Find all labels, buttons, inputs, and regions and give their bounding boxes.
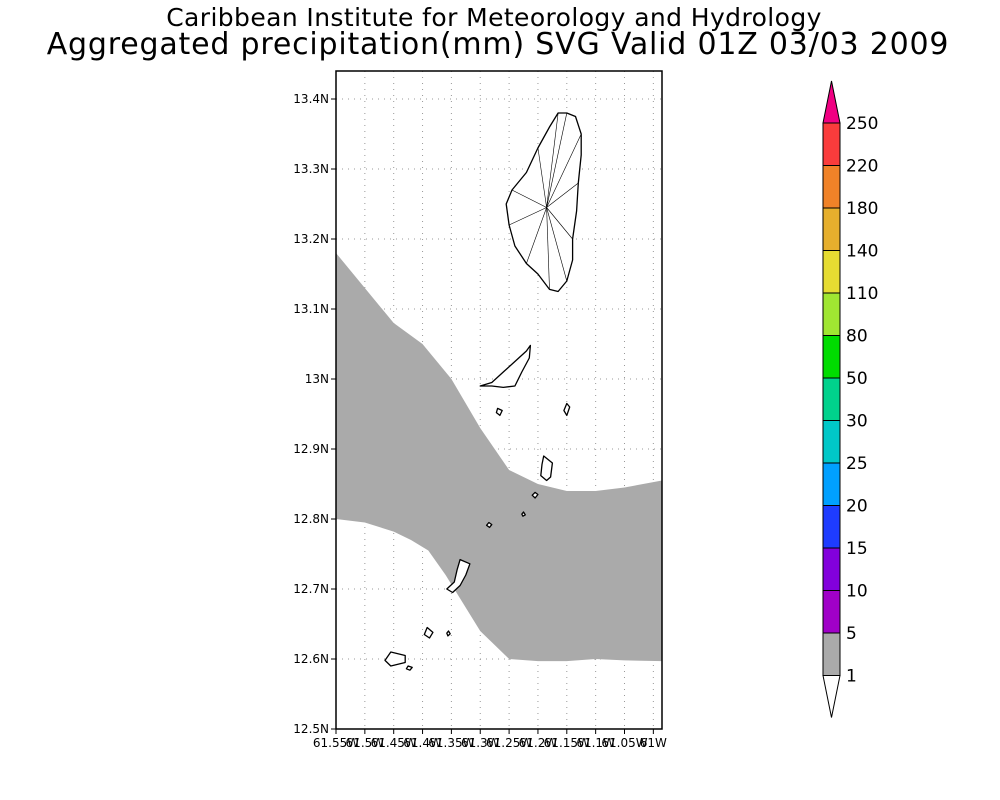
island-outlines (384, 112, 582, 671)
island-river-line (546, 207, 568, 282)
island-bequia (479, 344, 532, 389)
colorbar-swatch (822, 505, 841, 549)
lon-tick-label: 61.35W (428, 736, 474, 750)
lat-tick-label: 13.3N (293, 162, 329, 176)
island-isle-a-quatre (495, 407, 503, 417)
colorbar-label: 180 (846, 199, 878, 219)
island-union-island (384, 651, 406, 667)
colorbar-label: 30 (846, 412, 868, 432)
map-axis-ticks: 12.5N 12.6N 12.7N 12.8N 12.9N 13N 13.1N 13.2N 13… (293, 92, 667, 750)
colorbar-label: 1 (846, 667, 857, 687)
island-river-line (546, 207, 550, 290)
colorbar-over-triangle (822, 80, 841, 124)
island-tobago-cays (446, 630, 451, 637)
precip-band (336, 253, 662, 662)
colorbar-label: 220 (846, 157, 878, 177)
lat-tick-label: 13.2N (293, 232, 329, 246)
colorbar-swatch (822, 207, 841, 251)
lat-tick-label: 13.1N (293, 302, 329, 316)
colorbar-swatch (822, 420, 841, 464)
island-st-vincent (505, 112, 582, 293)
island-canouan (446, 558, 471, 594)
precip-band-area (336, 253, 662, 662)
lat-tick-label: 12.6N (293, 652, 329, 666)
island-baliceaux (563, 402, 571, 417)
colorbar-swatch (822, 165, 841, 209)
lat-tick-label: 12.5N (293, 722, 329, 736)
colorbar-swatch (822, 377, 841, 421)
colorbar-label: 25 (846, 454, 868, 474)
lon-tick-label: 61.5W (346, 736, 385, 750)
lon-tick-label: 61.1W (576, 736, 615, 750)
island-river-line (537, 147, 547, 208)
colorbar-label: 140 (846, 242, 878, 262)
island-mustique (540, 455, 554, 482)
island-river-line (546, 182, 579, 208)
colorbar-label: 50 (846, 369, 868, 389)
lon-tick-label: 61.25W (486, 736, 532, 750)
colorbar-swatch (822, 335, 841, 379)
map-frame (335, 70, 663, 730)
island-river-line (508, 207, 547, 226)
island-river-line (511, 189, 547, 208)
island-petit-st-vincent (485, 521, 493, 529)
lon-tick-label: 61.55W (313, 736, 359, 750)
lon-tick-label: 61.05W (601, 736, 647, 750)
lat-tick-label: 13.4N (293, 92, 329, 106)
island-river-line (546, 207, 573, 240)
colorbar-label: 20 (846, 497, 868, 517)
lon-tick-label: 61W (640, 736, 667, 750)
colorbar-label: 10 (846, 582, 868, 602)
colorbar-label: 5 (846, 624, 857, 644)
title-line-1: Caribbean Institute for Meteorology and … (166, 3, 822, 32)
colorbar-swatch (822, 462, 841, 506)
island-palm-island (405, 665, 413, 671)
lat-tick-label: 12.9N (293, 442, 329, 456)
colorbar-swatch (822, 250, 841, 294)
colorbar-swatch (822, 122, 841, 166)
colorbar-swatch (822, 632, 841, 676)
colorbar-label: 15 (846, 539, 868, 559)
colorbar-under-triangle (822, 675, 841, 718)
lon-tick-label: 61.4W (403, 736, 442, 750)
colorbar-label: 80 (846, 327, 868, 347)
lon-tick-label: 61.15W (544, 736, 590, 750)
island-river-line (546, 112, 568, 208)
lat-tick-label: 13N (305, 372, 329, 386)
lon-tick-label: 61.45W (371, 736, 417, 750)
colorbar-swatch (822, 590, 841, 634)
colorbar-label: 110 (846, 284, 878, 304)
island-savan (531, 491, 539, 499)
title-line-2: Aggregated precipitation(mm) SVG Valid 0… (46, 27, 950, 62)
lat-tick-label: 12.7N (293, 582, 329, 596)
lon-tick-label: 61.3W (461, 736, 500, 750)
colorbar-swatch (822, 547, 841, 591)
island-mayreau (423, 626, 434, 639)
lon-tick-label: 61.2W (519, 736, 558, 750)
lat-tick-label: 12.8N (293, 512, 329, 526)
island-pigeon-island (521, 511, 526, 517)
colorbar-label: 250 (846, 114, 878, 134)
island-river-line (526, 207, 547, 264)
island-river-line (546, 112, 559, 208)
island-river-line (546, 133, 582, 208)
colorbar-swatch (822, 292, 841, 336)
